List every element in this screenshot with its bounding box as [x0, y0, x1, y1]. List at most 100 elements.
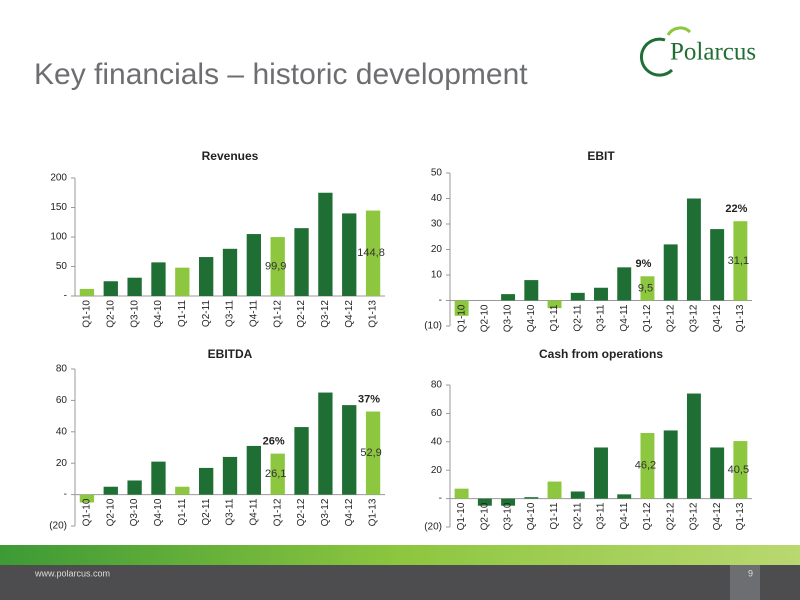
- bar: [175, 267, 190, 296]
- bar: [79, 288, 95, 296]
- x-tick-label: Q4-12: [712, 304, 723, 332]
- x-tick-label: Q2-12: [665, 502, 676, 530]
- bar: [617, 494, 632, 499]
- y-tick-label: -: [439, 493, 442, 504]
- bar: [342, 213, 357, 296]
- page-box: [730, 565, 760, 600]
- x-tick-label: Q2-11: [201, 498, 212, 525]
- x-tick-label: Q2-11: [572, 304, 583, 331]
- bar: [103, 281, 118, 296]
- y-tick-label: 20: [431, 465, 443, 476]
- y-tick-label: 80: [431, 380, 443, 391]
- bar: [127, 277, 142, 296]
- y-tick-label: 200: [50, 173, 67, 184]
- bar: [663, 244, 678, 301]
- footer-url: www.polarcus.com: [34, 568, 110, 578]
- bar: [733, 221, 748, 301]
- value-label: 31,1: [728, 255, 749, 267]
- bar: [663, 430, 678, 499]
- y-tick-label: 50: [431, 168, 443, 179]
- y-tick-label: 20: [56, 458, 68, 469]
- x-tick-label: Q3-10: [503, 304, 514, 332]
- x-tick-label: Q3-10: [129, 498, 140, 526]
- x-tick-label: Q3-12: [320, 498, 331, 526]
- x-tick-label: Q4-11: [248, 300, 259, 327]
- x-tick-label: Q4-12: [712, 502, 723, 530]
- footer-band: [0, 545, 800, 565]
- footer-bar: [0, 565, 800, 600]
- value-label: 46,2: [635, 460, 656, 472]
- bar: [270, 237, 285, 296]
- x-tick-label: Q3-11: [225, 498, 236, 525]
- bar: [547, 300, 562, 309]
- bar: [151, 461, 166, 495]
- bar: [151, 262, 166, 296]
- x-tick-label: Q3-10: [129, 300, 140, 328]
- y-tick-label: 60: [431, 408, 443, 419]
- x-tick-label: Q2-11: [572, 502, 583, 529]
- chart: Revenues - 50 100 150 200 Q1-10 Q2-10 Q3-10 Q4-10…: [50, 149, 385, 328]
- value-label: 40,5: [728, 464, 749, 476]
- bar: [524, 280, 539, 301]
- margin-label: 9%: [636, 258, 652, 270]
- x-tick-label: Q1-12: [642, 304, 653, 332]
- x-tick-label: Q4-11: [619, 304, 630, 331]
- x-tick-label: Q1-12: [272, 300, 283, 328]
- y-tick-label: 150: [50, 202, 67, 213]
- margin-label: 26%: [263, 436, 285, 448]
- bar: [501, 498, 516, 506]
- value-label: 144,8: [357, 247, 385, 259]
- y-tick-label: (20): [49, 521, 67, 532]
- y-tick-label: 80: [56, 364, 68, 375]
- x-tick-label: Q1-10: [456, 502, 467, 530]
- chart: EBIT (10) - 10 20 30 40 50 Q1-10 Q2-10 Q3-10 Q4-10 Q…: [424, 149, 752, 332]
- page-number: 9: [748, 568, 753, 578]
- margin-label: 37%: [358, 393, 380, 405]
- value-label: 9,5: [638, 282, 653, 294]
- x-tick-label: Q1-13: [368, 300, 379, 328]
- y-tick-label: (10): [424, 321, 442, 332]
- bar: [594, 447, 608, 499]
- bar: [127, 480, 142, 495]
- logo-icon: [639, 37, 674, 77]
- bar: [617, 267, 632, 301]
- bar: [365, 411, 381, 495]
- x-tick-label: Q1-11: [549, 502, 560, 529]
- bar: [199, 257, 214, 296]
- x-tick-label: Q1-11: [177, 498, 188, 525]
- bar: [318, 192, 333, 296]
- x-tick-label: Q2-12: [296, 300, 307, 328]
- bar: [640, 276, 655, 301]
- x-tick-label: Q4-10: [526, 502, 537, 530]
- bar: [79, 494, 95, 503]
- x-tick-label: Q1-11: [177, 300, 188, 327]
- y-tick-label: -: [64, 291, 67, 302]
- x-tick-label: Q1-10: [456, 304, 467, 332]
- x-tick-label: Q4-11: [619, 502, 630, 529]
- bar: [686, 198, 701, 301]
- x-tick-label: Q2-11: [201, 300, 212, 327]
- chart-title: Cash from operations: [539, 347, 663, 361]
- chart: EBITDA (20) - 20 40 60 80 Q1-10 Q2-10 Q3-10 Q4-10 Q…: [49, 347, 385, 532]
- logo: Polarcus: [639, 26, 756, 77]
- value-label: 52,9: [360, 447, 381, 459]
- x-tick-label: Q4-10: [153, 300, 164, 328]
- bar: [270, 453, 285, 495]
- bar: [246, 445, 261, 495]
- bar: [365, 210, 381, 296]
- x-tick-label: Q3-11: [596, 502, 607, 529]
- y-tick-label: 40: [56, 426, 68, 437]
- value-label: 26,1: [265, 468, 286, 480]
- bar: [318, 392, 333, 495]
- logo-icon: [666, 26, 692, 36]
- bar: [477, 498, 492, 506]
- bar: [710, 229, 725, 301]
- x-tick-label: Q1-13: [368, 498, 379, 526]
- bar: [103, 486, 118, 495]
- bar: [686, 393, 701, 499]
- x-tick-label: Q1-13: [735, 304, 746, 332]
- chart-title: EBITDA: [208, 347, 253, 361]
- x-tick-label: Q3-12: [689, 502, 700, 530]
- bar: [570, 491, 585, 499]
- bar: [570, 292, 585, 301]
